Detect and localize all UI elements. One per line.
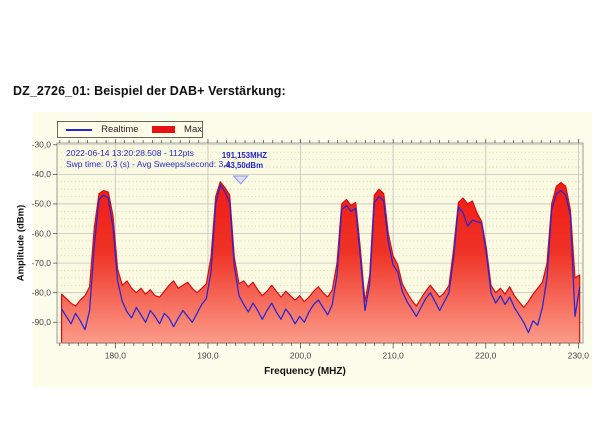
- x-tick-label: 190,0: [197, 351, 219, 361]
- x-tick-label: 210,0: [383, 351, 405, 361]
- realtime-legend-swatch: [66, 128, 93, 131]
- sweep-timestamp-annotation: 2022-06-14 13:20:28.508 - 112pts: [66, 148, 194, 158]
- chart-legend: Realtime Max: [57, 121, 203, 138]
- peak-marker-icon: [232, 175, 249, 185]
- plot-border: [56, 142, 584, 344]
- y-axis-title: Amplitude (dBm): [15, 204, 27, 282]
- y-tick-label: -90,0: [32, 317, 52, 327]
- realtime-legend-label: Realtime: [101, 124, 139, 135]
- y-tick-label: -80,0: [32, 288, 52, 298]
- x-tick-label: 200,0: [290, 351, 312, 361]
- marker-amplitude-label: -43,50dBm: [223, 161, 263, 170]
- sweep-time-annotation: Swp time: 0,3 (s) - Avg Sweeps/second: 3…: [66, 159, 231, 169]
- x-axis-title: Frequency (MHZ): [264, 366, 346, 377]
- max-trace: [61, 181, 581, 344]
- y-tick-label: -70,0: [32, 258, 52, 268]
- y-tick-label: -60,0: [32, 228, 52, 238]
- realtime-trace: [61, 184, 581, 334]
- y-tick-label: -30,0: [32, 140, 52, 150]
- marker-frequency-label: 191,153MHZ: [221, 151, 267, 160]
- x-tick-label: 180,0: [105, 351, 127, 361]
- y-tick-label: -40,0: [32, 169, 52, 179]
- max-legend-label: Max: [184, 124, 202, 135]
- max-legend-swatch: [151, 126, 176, 133]
- x-tick-label: 230,0: [568, 351, 590, 361]
- x-tick-label: 220,0: [475, 351, 497, 361]
- document-title: DZ_2726_01: Beispiel der DAB+ Verstärkun…: [13, 84, 286, 98]
- y-tick-label: -50,0: [32, 199, 52, 209]
